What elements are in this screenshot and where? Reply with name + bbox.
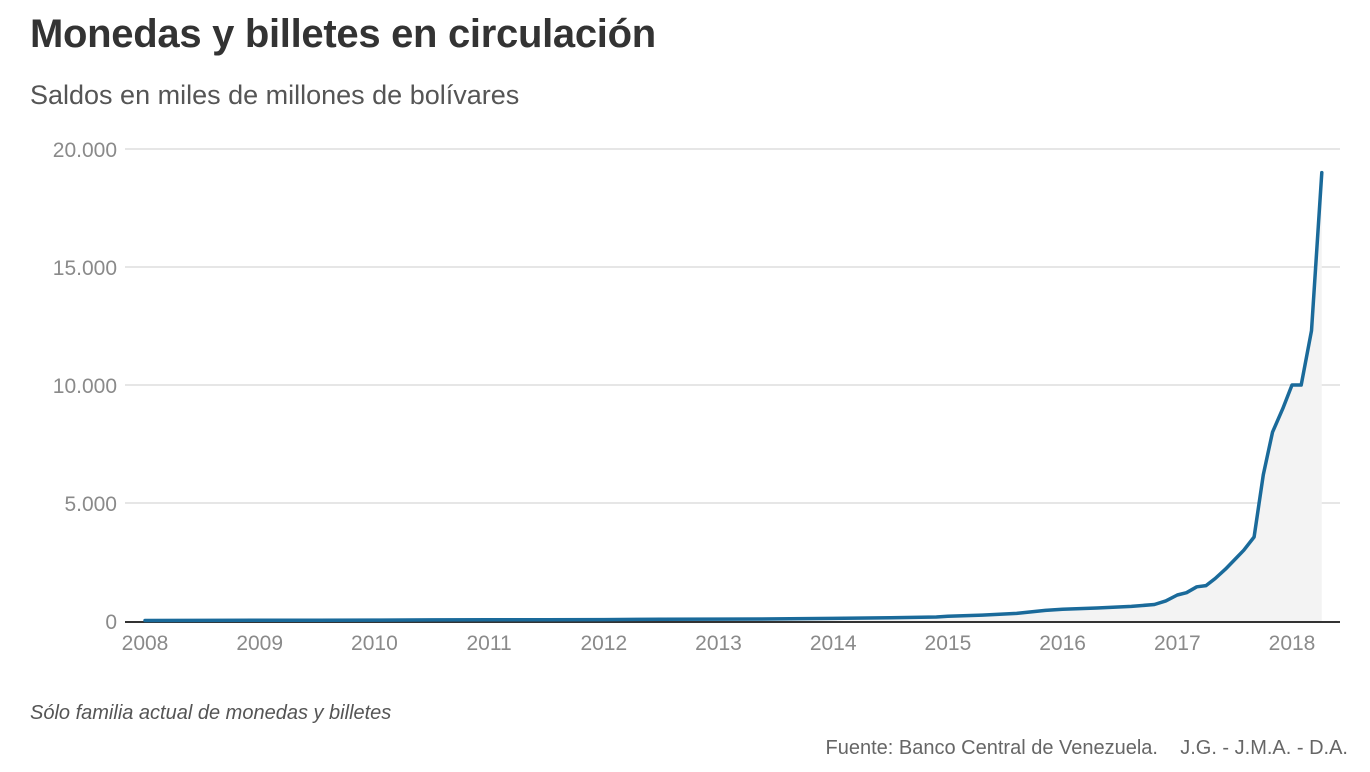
- series-line: [143, 170, 1324, 623]
- x-tick-label: 2017: [1154, 632, 1201, 655]
- x-tick-label: 2010: [351, 632, 398, 655]
- x-tick-label: 2018: [1269, 632, 1316, 655]
- x-tick-label: 2008: [122, 632, 169, 655]
- gridlines: [125, 148, 1340, 504]
- x-tick-label: 2011: [467, 632, 512, 655]
- y-tick-label: 15.000: [53, 257, 117, 280]
- chart-subtitle: Saldos en miles de millones de bolívares: [30, 80, 520, 110]
- area-fill: [145, 172, 1322, 621]
- x-axis-labels: 2008 2009 2010 2011 2012 2013 2014 2015 2016 2017…: [122, 632, 1316, 655]
- x-tick-label: 2009: [236, 632, 283, 655]
- y-tick-label: 20.000: [53, 139, 117, 162]
- x-tick-label: 2012: [580, 632, 627, 655]
- y-tick-label: 10.000: [53, 375, 117, 398]
- x-tick-label: 2016: [1039, 632, 1086, 655]
- chart-title: Monedas y billetes en circulación: [30, 12, 656, 56]
- x-tick-label: 2014: [810, 632, 857, 655]
- x-tick-label: 2013: [695, 632, 742, 655]
- chart-note: Sólo familia actual de monedas y billete…: [30, 702, 392, 724]
- chart-source: Fuente: Banco Central de Venezuela. J.G.…: [825, 737, 1348, 759]
- y-axis-labels: 0 5.000 10.000 15.000 20.000: [53, 139, 117, 634]
- y-tick-label: 0: [105, 611, 117, 634]
- y-tick-label: 5.000: [64, 493, 117, 516]
- x-tick-label: 2015: [925, 632, 972, 655]
